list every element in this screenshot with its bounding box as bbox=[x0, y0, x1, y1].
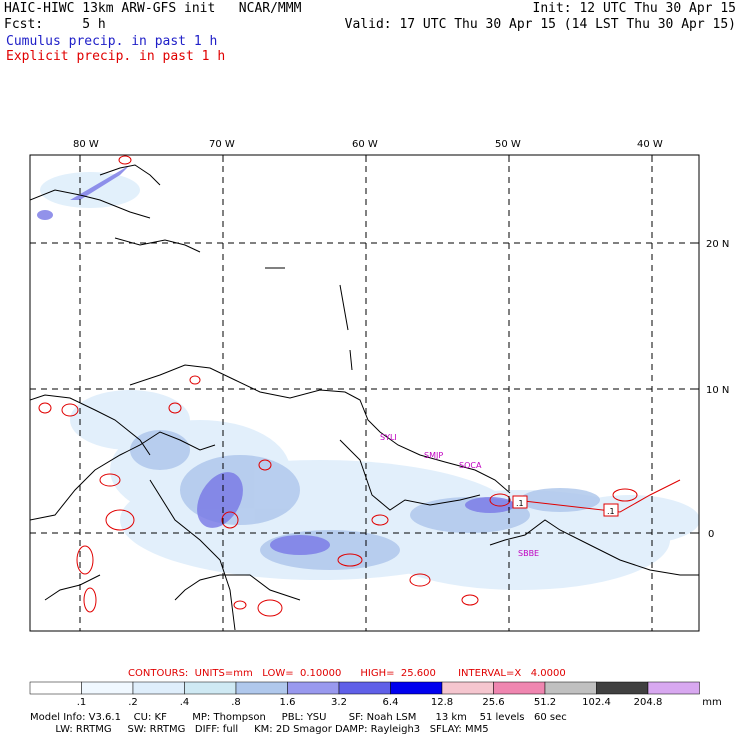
site-syli: SYLI bbox=[380, 433, 397, 442]
model-info-line1: Model Info: V3.6.1 CU: KF MP: Thompson P… bbox=[30, 712, 567, 723]
colorbar-swatch bbox=[390, 681, 443, 695]
colorbar-level-label: 25.6 bbox=[482, 697, 505, 708]
lat-label-0: 0 bbox=[708, 529, 714, 540]
explicit-legend: Explicit precip. in past 1 h bbox=[6, 49, 226, 64]
coastlines bbox=[30, 164, 699, 631]
colorbar-swatch bbox=[235, 681, 288, 695]
colorbar-swatch bbox=[338, 681, 391, 695]
colorbar-level-label: 51.2 bbox=[533, 697, 557, 708]
colorbar-swatch bbox=[596, 681, 649, 695]
colorbar-swatch bbox=[29, 681, 82, 695]
colorbar-unit: mm bbox=[702, 697, 722, 708]
colorbar-swatch bbox=[132, 681, 185, 695]
lat-lon-grid bbox=[30, 155, 699, 631]
contour-caption: CONTOURS: UNITS=mm LOW= 0.10000 HIGH= 25… bbox=[128, 668, 566, 679]
colorbar bbox=[29, 681, 700, 695]
colorbar-level-label: .1 bbox=[76, 697, 87, 708]
colorbar-level-label: .8 bbox=[231, 697, 241, 708]
lon-label-40w: 40 W bbox=[637, 139, 663, 150]
contour-label-1: .1 bbox=[512, 495, 528, 509]
colorbar-level-label: 12.8 bbox=[430, 697, 454, 708]
colorbar-level-label: 1.6 bbox=[279, 697, 296, 708]
colorbar-level-label: .2 bbox=[128, 697, 138, 708]
colorbar-swatch bbox=[287, 681, 340, 695]
colorbar-level-label: 204.8 bbox=[633, 697, 663, 708]
init-time: Init: 12 UTC Thu 30 Apr 15 bbox=[532, 1, 737, 16]
cumulus-legend: Cumulus precip. in past 1 h bbox=[6, 34, 218, 49]
lat-label-20n: 20 N bbox=[706, 239, 729, 250]
colorbar-swatch bbox=[544, 681, 597, 695]
model-info-line2: LW: RRTMG SW: RRTMG DIFF: full KM: 2D Sm… bbox=[30, 724, 489, 735]
forecast-hour: Fcst: 5 h bbox=[4, 17, 106, 32]
svg-text:.1: .1 bbox=[516, 499, 524, 508]
contour-label-2: .1 bbox=[603, 503, 619, 517]
colorbar-level-label: 102.4 bbox=[582, 697, 611, 708]
svg-text:.1: .1 bbox=[607, 507, 615, 516]
colorbar-swatch bbox=[493, 681, 546, 695]
header-title: HAIC-HIWC 13km ARW-GFS init NCAR/MMM bbox=[4, 1, 302, 16]
colorbar-swatch bbox=[81, 681, 134, 695]
lon-label-50w: 50 W bbox=[495, 139, 521, 150]
precip-field bbox=[37, 155, 699, 617]
lon-label-60w: 60 W bbox=[352, 139, 378, 150]
lat-label-10n: 10 N bbox=[706, 385, 729, 396]
colorbar-level-label: 3.2 bbox=[331, 697, 347, 708]
colorbar-swatch bbox=[184, 681, 237, 695]
valid-time: Valid: 17 UTC Thu 30 Apr 15 (14 LST Thu … bbox=[344, 17, 736, 32]
site-sbbe: SBBE bbox=[518, 549, 539, 558]
colorbar-swatch bbox=[647, 681, 700, 695]
colorbar-level-label: 6.4 bbox=[382, 697, 399, 708]
map-frame bbox=[29, 154, 700, 632]
lon-label-80w: 80 W bbox=[73, 139, 99, 150]
colorbar-swatch bbox=[441, 681, 494, 695]
colorbar-level-label: .4 bbox=[179, 697, 190, 708]
site-smjp: SMJP bbox=[424, 451, 443, 460]
site-soca: SOCA bbox=[459, 461, 482, 470]
lon-label-70w: 70 W bbox=[209, 139, 235, 150]
